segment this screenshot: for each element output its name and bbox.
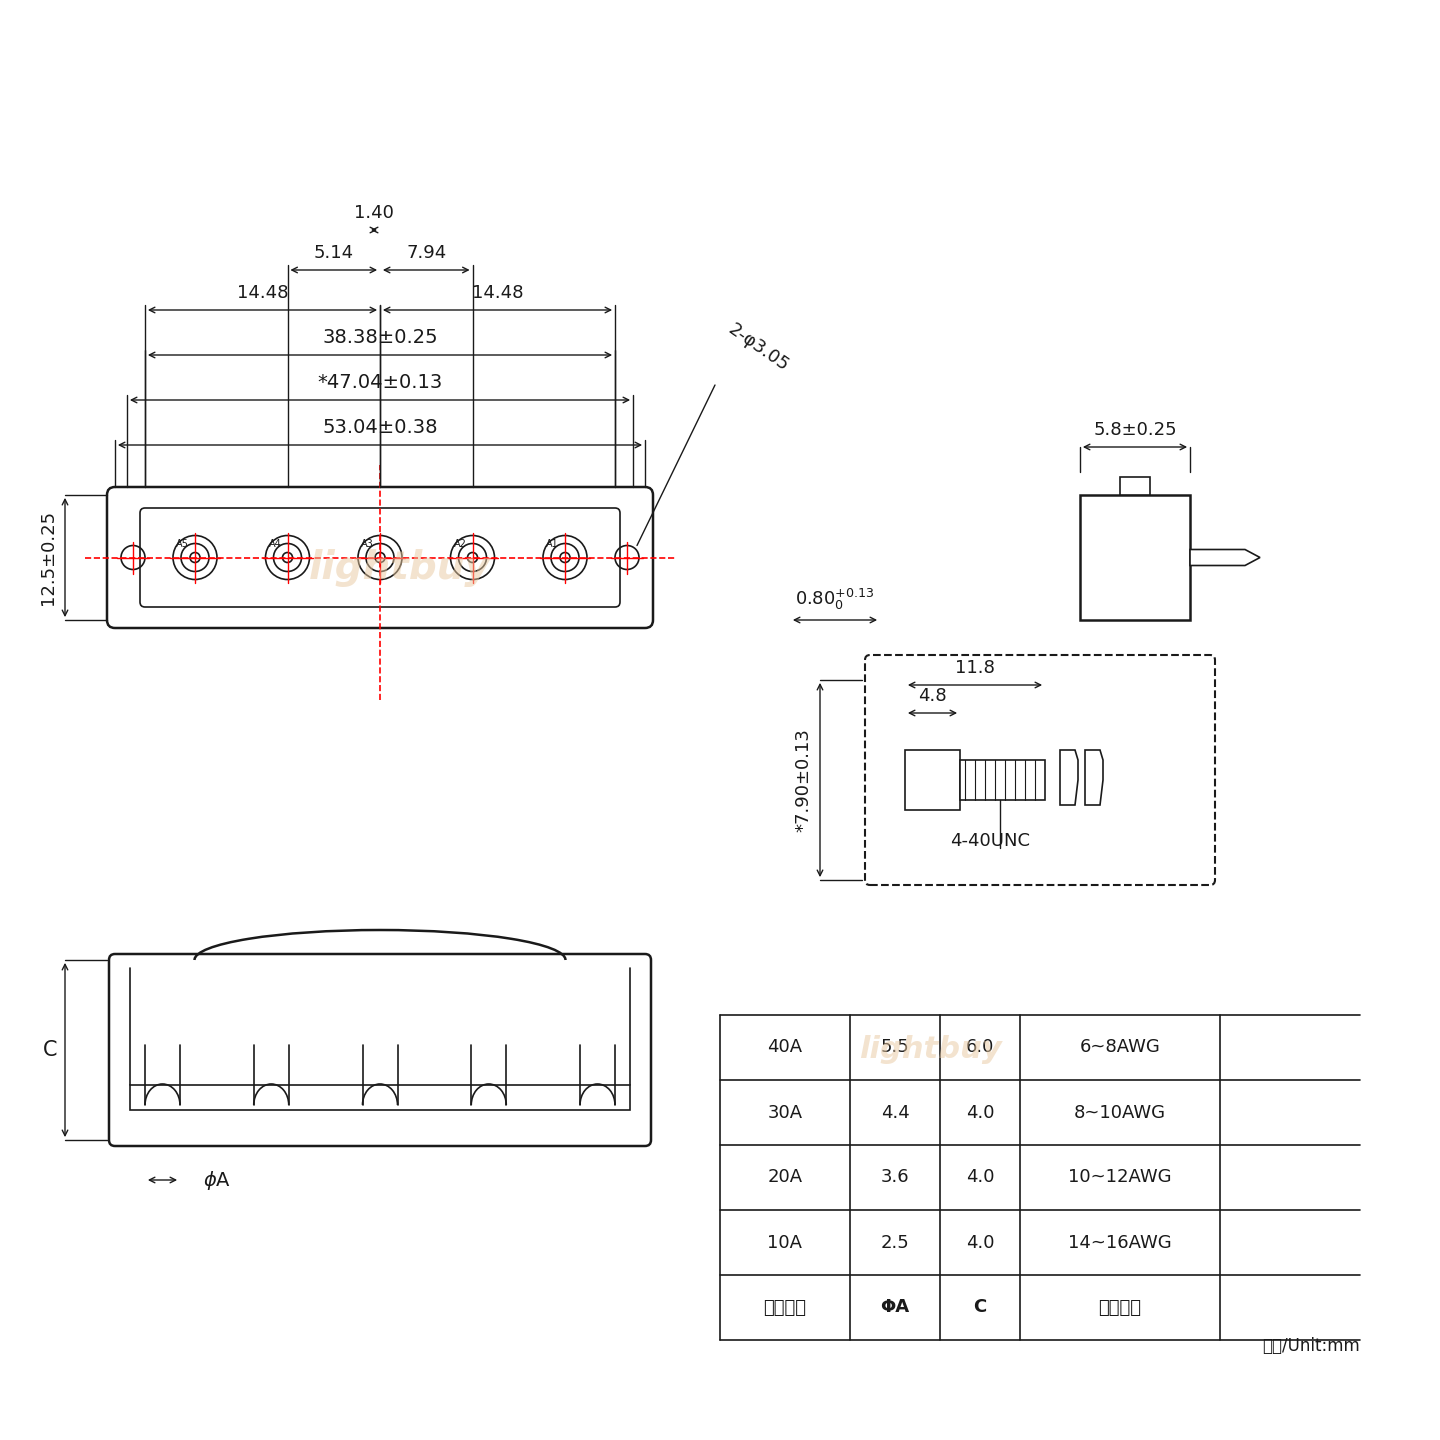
Text: 4.0: 4.0 (966, 1234, 994, 1251)
Polygon shape (1084, 750, 1103, 805)
Text: 额定电流: 额定电流 (763, 1299, 806, 1316)
Polygon shape (1080, 495, 1189, 621)
Text: 14.48: 14.48 (472, 284, 523, 302)
Text: 6~8AWG: 6~8AWG (1080, 1038, 1161, 1057)
Text: 2.5: 2.5 (881, 1234, 910, 1251)
Text: 20A: 20A (768, 1168, 802, 1187)
Polygon shape (130, 1084, 629, 1110)
Text: 10A: 10A (768, 1234, 802, 1251)
Polygon shape (904, 750, 960, 809)
Polygon shape (1189, 550, 1260, 566)
Text: lightbuy: lightbuy (858, 1035, 1001, 1064)
Text: 14~16AWG: 14~16AWG (1068, 1234, 1172, 1251)
Text: C: C (43, 1040, 58, 1060)
Text: 4.0: 4.0 (966, 1103, 994, 1122)
FancyBboxPatch shape (109, 955, 651, 1146)
Text: 线材规格: 线材规格 (1099, 1299, 1142, 1316)
Text: 11.8: 11.8 (955, 660, 995, 677)
Text: 40A: 40A (768, 1038, 802, 1057)
Text: 8~10AWG: 8~10AWG (1074, 1103, 1166, 1122)
Text: 2-φ3.05: 2-φ3.05 (724, 320, 792, 374)
Text: 1.40: 1.40 (354, 204, 395, 222)
FancyBboxPatch shape (140, 508, 621, 608)
Polygon shape (960, 760, 1045, 801)
Text: ΦA: ΦA (880, 1299, 910, 1316)
Text: 4.0: 4.0 (966, 1168, 994, 1187)
Text: 53.04±0.38: 53.04±0.38 (323, 418, 438, 436)
Text: 12.5±0.25: 12.5±0.25 (39, 510, 58, 605)
Text: A3: A3 (361, 539, 374, 549)
Text: 30A: 30A (768, 1103, 802, 1122)
Polygon shape (1120, 477, 1151, 495)
Text: A1: A1 (546, 539, 559, 549)
Text: 6.0: 6.0 (966, 1038, 994, 1057)
Text: 5.8±0.25: 5.8±0.25 (1093, 420, 1176, 439)
Polygon shape (1060, 750, 1079, 805)
Text: *7.90±0.13: *7.90±0.13 (793, 729, 812, 832)
Text: 4-40UNC: 4-40UNC (950, 832, 1030, 850)
Text: $\phi$A: $\phi$A (203, 1168, 230, 1191)
Text: lightbuy: lightbuy (310, 549, 491, 586)
Text: 7.94: 7.94 (406, 243, 446, 262)
Text: 4.8: 4.8 (919, 687, 948, 706)
Text: A5: A5 (176, 539, 189, 549)
Text: 38.38±0.25: 38.38±0.25 (323, 328, 438, 347)
Text: 5.5: 5.5 (881, 1038, 910, 1057)
Text: A4: A4 (268, 539, 281, 549)
Text: 5.14: 5.14 (314, 243, 354, 262)
Text: *47.04±0.13: *47.04±0.13 (317, 373, 442, 392)
Text: 10~12AWG: 10~12AWG (1068, 1168, 1172, 1187)
Text: 4.4: 4.4 (881, 1103, 910, 1122)
FancyBboxPatch shape (865, 655, 1215, 886)
Text: $0.80^{+0.13}_{0}$: $0.80^{+0.13}_{0}$ (795, 588, 874, 612)
Text: A2: A2 (454, 539, 467, 549)
Text: 14.48: 14.48 (236, 284, 288, 302)
Text: 单位/Unit:mm: 单位/Unit:mm (1263, 1336, 1359, 1355)
FancyBboxPatch shape (107, 487, 652, 628)
Text: 3.6: 3.6 (881, 1168, 909, 1187)
Text: C: C (973, 1299, 986, 1316)
